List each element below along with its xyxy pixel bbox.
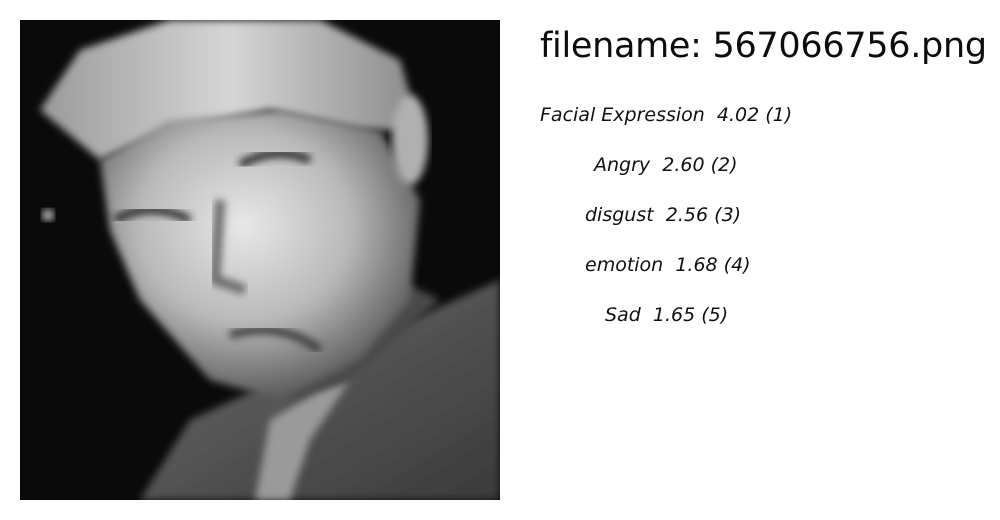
label-gap bbox=[650, 154, 662, 176]
label-gap bbox=[654, 204, 666, 226]
filename-value: 567066756.png bbox=[712, 26, 987, 66]
label-row: emotion 1.68 (4) bbox=[585, 250, 751, 280]
filename-heading: filename: 567066756.png bbox=[540, 24, 987, 68]
label-rank: (4) bbox=[723, 254, 751, 276]
label-name: Angry bbox=[594, 154, 651, 176]
label-row: Facial Expression 4.02 (1) bbox=[540, 100, 792, 130]
label-row: Sad 1.65 (5) bbox=[605, 300, 728, 330]
label-gap bbox=[663, 254, 675, 276]
label-score: 1.65 bbox=[652, 304, 696, 326]
label-row: disgust 2.56 (3) bbox=[585, 200, 741, 230]
label-score: 2.56 bbox=[665, 204, 709, 226]
label-gap bbox=[705, 104, 717, 126]
label-score: 4.02 bbox=[716, 104, 760, 126]
label-name: emotion bbox=[585, 254, 664, 276]
label-rank: (3) bbox=[714, 204, 742, 226]
label-rank: (5) bbox=[701, 304, 729, 326]
label-rank: (1) bbox=[765, 104, 793, 126]
face-photo bbox=[20, 20, 500, 500]
label-score: 2.60 bbox=[662, 154, 705, 176]
label-row: Angry 2.60 (2) bbox=[594, 150, 738, 180]
face-photo-drawing bbox=[20, 20, 500, 500]
label-name: Facial Expression bbox=[540, 104, 705, 126]
label-rank: (2) bbox=[710, 154, 738, 176]
label-score: 1.68 bbox=[675, 254, 718, 276]
label-name: Sad bbox=[605, 304, 641, 326]
label-name: disgust bbox=[585, 204, 654, 226]
filename-prefix: filename: bbox=[540, 26, 713, 66]
label-gap bbox=[641, 304, 653, 326]
